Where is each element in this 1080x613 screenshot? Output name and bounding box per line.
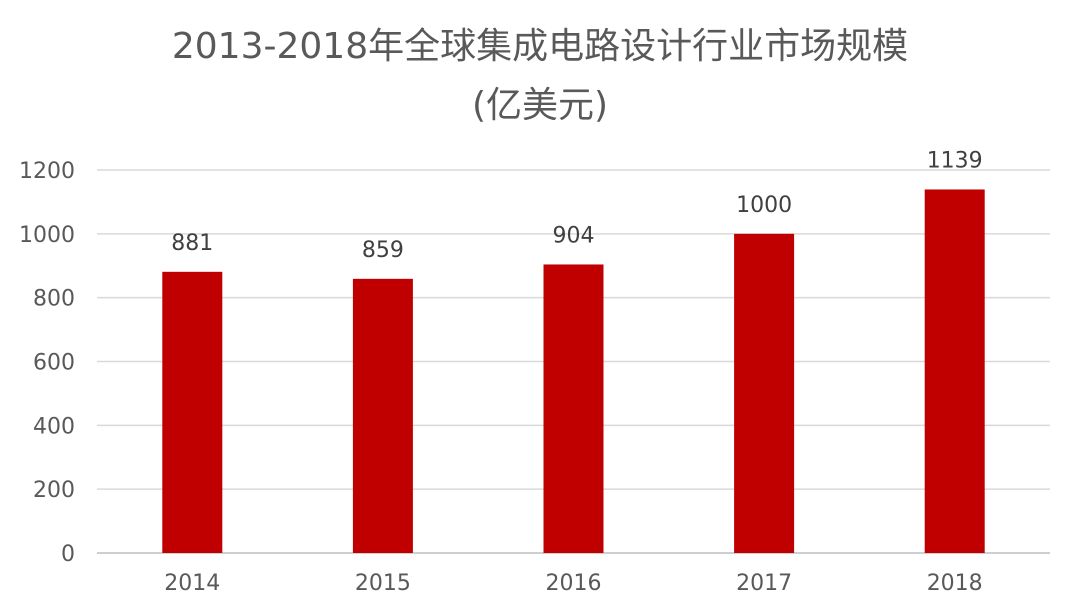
y-tick-label: 600 [33,351,75,376]
chart-subtitle: (亿美元) [472,85,608,126]
chart-title: 2013-2018年全球集成电路设计行业市场规模 [172,26,908,67]
y-tick-label: 800 [33,287,75,312]
x-tick-label: 2016 [546,571,602,596]
x-tick-label: 2017 [736,571,792,596]
y-tick-label: 400 [33,414,75,439]
bar-2016 [543,264,604,553]
bar-2015 [352,278,413,553]
x-tick-label: 2015 [355,571,411,596]
y-tick-label: 0 [61,542,75,567]
bars [162,189,985,554]
data-label-2017: 1000 [736,193,792,218]
y-tick-label: 1000 [19,223,75,248]
data-label-2014: 881 [171,231,213,256]
data-label-2018: 1139 [927,148,983,173]
bar-2014 [162,271,223,553]
y-axis-ticks: 0 200 400 600 800 1000 1200 [19,159,75,567]
bar-2018 [924,189,985,553]
bar-2017 [734,233,795,554]
data-label-2016: 904 [553,223,595,248]
x-axis-ticks: 2014 2015 2016 2017 2018 [164,571,982,596]
y-tick-label: 1200 [19,159,75,184]
x-tick-label: 2018 [927,571,983,596]
y-tick-label: 200 [33,478,75,503]
x-tick-label: 2014 [164,571,220,596]
data-labels: 881 859 904 1000 1139 [171,148,982,262]
data-label-2015: 859 [362,238,404,263]
